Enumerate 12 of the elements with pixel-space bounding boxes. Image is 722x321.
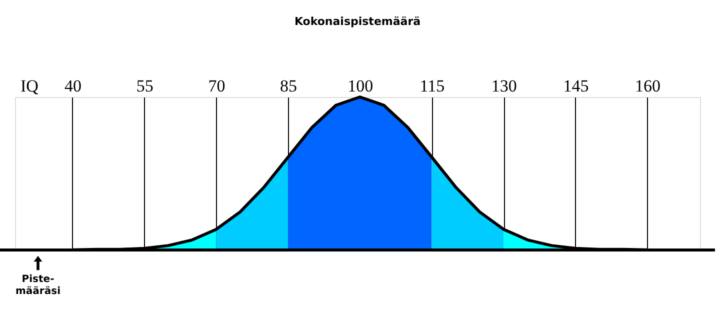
- x-tick-label: 115: [420, 76, 445, 96]
- x-axis-title: IQ: [20, 76, 38, 96]
- x-tick-label: 130: [491, 76, 517, 96]
- text: Piste-määräsi: [16, 274, 60, 297]
- x-tick-label: 55: [136, 76, 154, 96]
- x-tick-label: 85: [280, 76, 298, 96]
- chart-title: Kokonaispistemäärä: [294, 15, 421, 28]
- x-tick-label: 160: [635, 76, 661, 96]
- x-tick-label: 70: [208, 76, 226, 96]
- x-tick-label: 145: [563, 76, 589, 96]
- x-tick-label: 100: [348, 76, 374, 96]
- x-tick-label: 40: [64, 76, 82, 96]
